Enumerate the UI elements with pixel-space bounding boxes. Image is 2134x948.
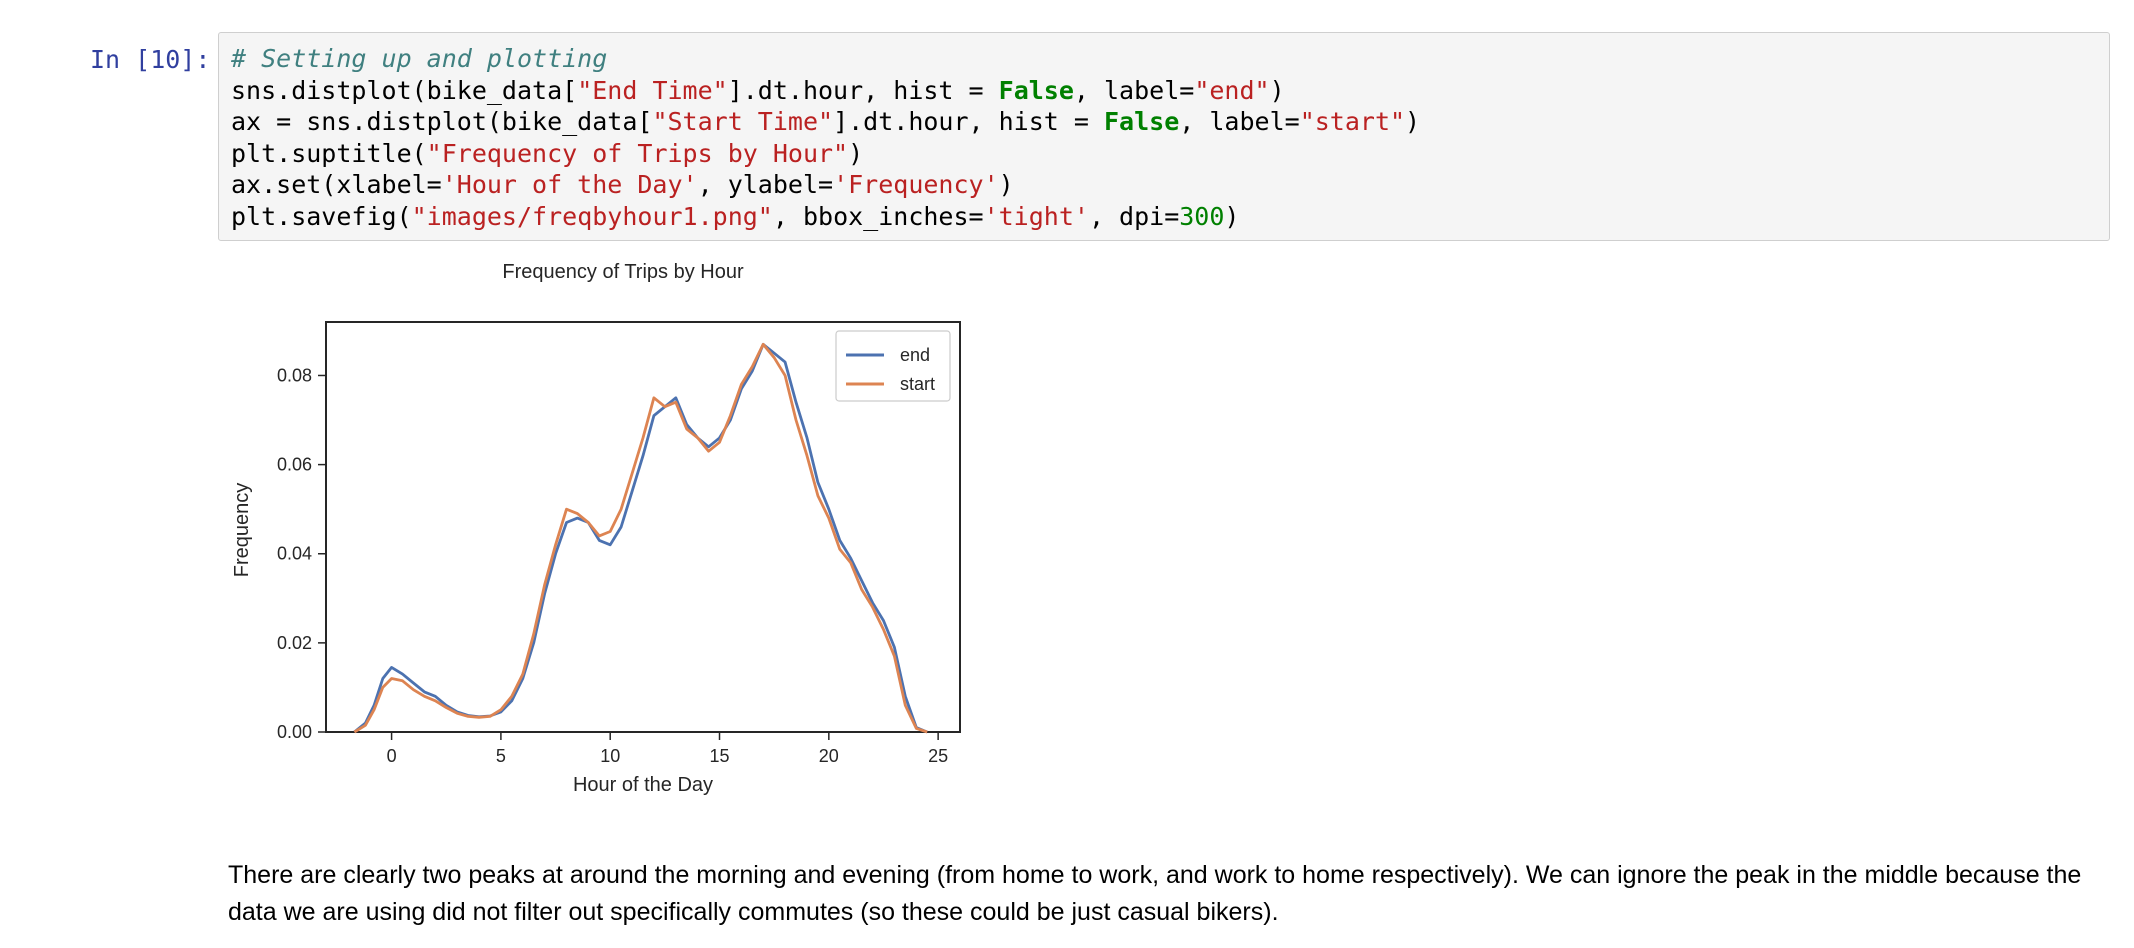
code-token: ].dt.hour, hist = [833, 107, 1104, 136]
x-axis-label: Hour of the Day [573, 774, 713, 796]
x-tick-label: 10 [600, 746, 620, 766]
code-line: plt.suptitle("Frequency of Trips by Hour… [231, 139, 863, 168]
y-tick-label: 0.00 [277, 722, 312, 742]
code-editor[interactable]: # Setting up and plotting sns.distplot(b… [218, 32, 2110, 241]
code-line: plt.savefig("images/freqbyhour1.png", bb… [231, 202, 1239, 231]
code-line: ax = sns.distplot(bike_data["Start Time"… [231, 107, 1420, 136]
code-line: ax.set(xlabel='Hour of the Day', ylabel=… [231, 170, 1014, 199]
code-token: 'tight' [983, 201, 1089, 231]
code-token: # Setting up and plotting [231, 44, 608, 73]
code-token: plt.savefig( [231, 201, 412, 231]
code-token: 300 [1179, 201, 1225, 231]
code-token: "Start Time" [652, 107, 834, 136]
code-token: , label= [1179, 107, 1300, 136]
code-token: ].dt.hour, hist = [727, 75, 999, 105]
code-token: "End Time" [577, 75, 728, 105]
chart-title: Frequency of Trips by Hour [502, 261, 744, 283]
input-prompt: In [10]: [90, 45, 211, 74]
code-token: , bbox_inches= [772, 201, 984, 231]
code-token: False [998, 75, 1074, 105]
y-tick-label: 0.08 [277, 365, 312, 385]
code-token: ax.set(xlabel= [231, 170, 442, 199]
code-token: ) [1405, 107, 1421, 136]
code-token: False [1104, 107, 1180, 136]
x-tick-label: 0 [387, 746, 397, 766]
code-token: sns.distplot(bike_data[ [231, 75, 578, 105]
legend-label-start: start [900, 374, 935, 394]
y-tick-label: 0.02 [277, 633, 312, 653]
code-line: # Setting up and plotting [231, 44, 607, 73]
frequency-chart: Frequency of Trips by Hour 0 5 10 15 20 25 0.00… [231, 261, 961, 796]
code-token: "end" [1194, 75, 1270, 105]
code-text[interactable]: # Setting up and plotting sns.distplot(b… [231, 43, 1420, 232]
code-token: "Frequency of Trips by Hour" [426, 138, 849, 168]
code-token: ) [1269, 75, 1285, 105]
code-token: , dpi= [1088, 201, 1180, 231]
code-token: ) [1224, 201, 1240, 231]
x-tick-label: 20 [819, 746, 839, 766]
legend-label-end: end [900, 345, 930, 365]
y-axis-label: Frequency [231, 483, 253, 578]
x-tick-label: 15 [710, 746, 730, 766]
y-tick-label: 0.04 [277, 544, 312, 564]
axes-frame [325, 321, 961, 733]
code-token: "start" [1299, 107, 1406, 136]
code-token: 'Frequency' [833, 170, 999, 199]
x-tick-label: 5 [496, 746, 506, 766]
code-token: 'Hour of the Day' [441, 170, 698, 199]
code-token: , label= [1073, 75, 1195, 105]
code-line: sns.distplot(bike_data["End Time"].dt.ho… [231, 76, 1285, 105]
series-line-start [353, 342, 928, 734]
x-tick-label: 25 [928, 746, 948, 766]
code-token: ) [998, 170, 1014, 199]
cell-output: Frequency of Trips by Hour 0 5 10 15 20 25 0.00… [218, 250, 978, 815]
y-tick-label: 0.06 [277, 455, 312, 475]
code-token: ) [848, 138, 864, 168]
series-line-end [353, 342, 928, 734]
code-token: ax = sns.distplot(bike_data[ [231, 107, 653, 136]
code-token: , ylabel= [697, 170, 834, 199]
code-token: "images/freqbyhour1.png" [411, 201, 773, 231]
code-token: plt.suptitle( [231, 138, 427, 168]
markdown-paragraph: There are clearly two peaks at around th… [228, 861, 2082, 926]
